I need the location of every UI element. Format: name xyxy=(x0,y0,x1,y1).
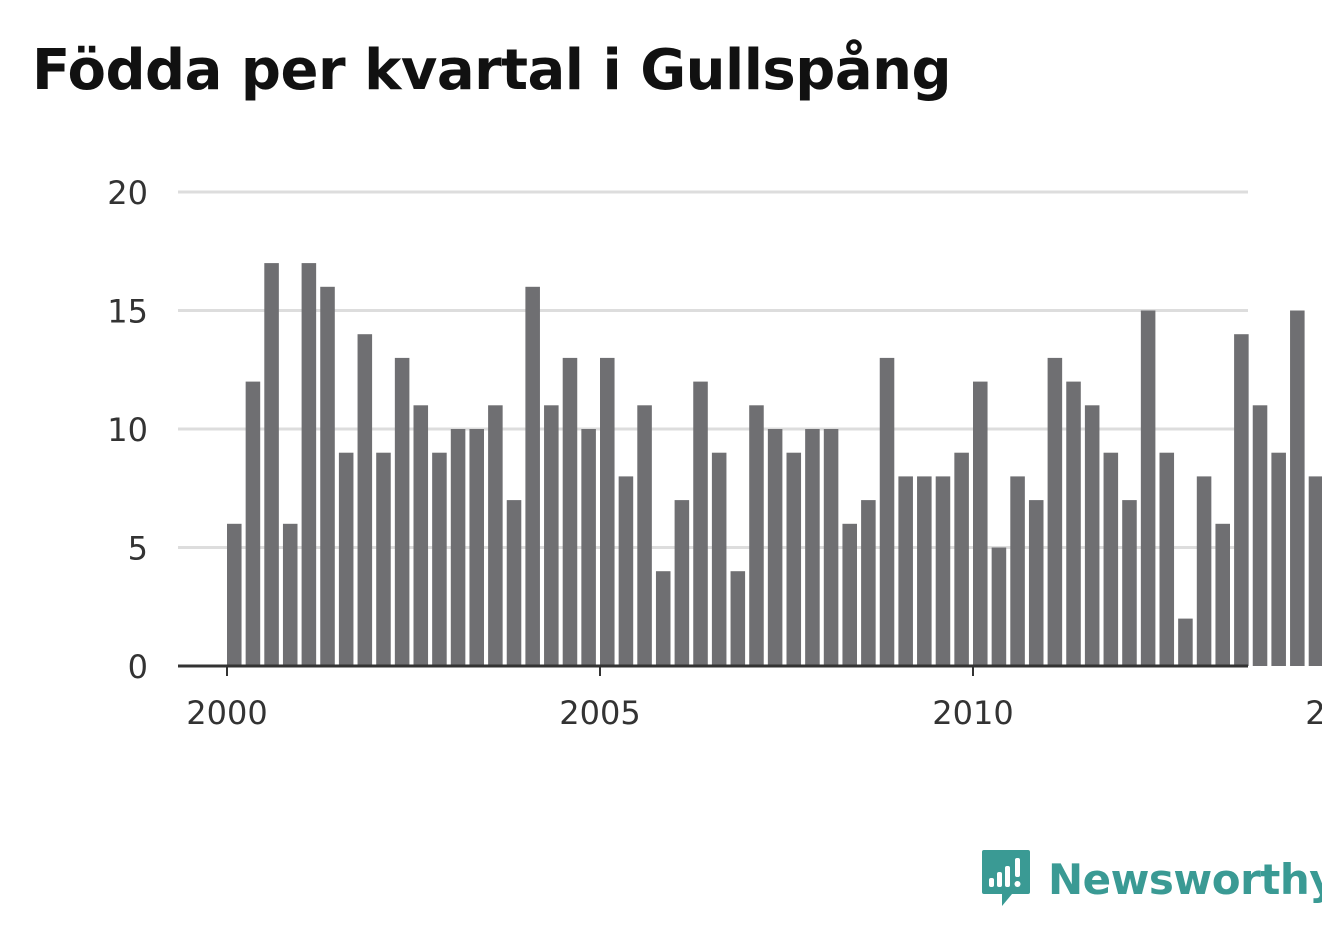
y-tick-label: 20 xyxy=(107,174,148,212)
y-tick-label: 0 xyxy=(128,648,148,686)
bar xyxy=(693,381,708,666)
bar xyxy=(1084,405,1100,666)
newsworthy-logo-icon xyxy=(982,850,1030,906)
bar xyxy=(1028,500,1044,666)
x-tick-label: 2015 xyxy=(1305,694,1322,732)
bar xyxy=(1178,618,1193,666)
bar xyxy=(432,452,447,666)
bar xyxy=(973,381,988,666)
bar xyxy=(1271,452,1286,666)
bar xyxy=(1066,381,1081,666)
bar xyxy=(674,500,690,666)
brand-name: Newsworthy xyxy=(1048,854,1322,904)
bar xyxy=(413,405,429,666)
bar xyxy=(581,429,596,666)
bar xyxy=(749,405,764,666)
bar xyxy=(562,357,578,666)
bar xyxy=(805,429,820,666)
y-tick-label: 5 xyxy=(128,530,148,568)
bar xyxy=(1215,523,1230,666)
bar xyxy=(711,452,727,666)
bar xyxy=(488,405,503,666)
bar xyxy=(1308,476,1322,666)
bar xyxy=(1010,476,1025,666)
bar xyxy=(767,429,783,666)
brand-logo: Newsworthy xyxy=(980,848,1322,910)
bar xyxy=(506,500,522,666)
bar xyxy=(954,452,969,666)
bar xyxy=(1290,310,1305,666)
bar xyxy=(600,357,615,666)
bar xyxy=(544,405,559,666)
bar xyxy=(786,452,802,666)
bar xyxy=(917,476,932,666)
bar xyxy=(264,263,279,666)
bar xyxy=(861,500,876,666)
bar xyxy=(1196,476,1212,666)
y-axis-ticks: 0 5 10 15 20 xyxy=(107,174,148,686)
bar xyxy=(618,476,634,666)
bar xyxy=(1159,452,1175,666)
bar xyxy=(655,571,671,666)
bar xyxy=(1252,405,1268,666)
bar xyxy=(879,357,895,666)
chart-title: Födda per kvartal i Gullspång xyxy=(32,38,952,103)
bar xyxy=(469,429,484,666)
bars xyxy=(227,263,1322,666)
bar xyxy=(1234,334,1249,666)
bar xyxy=(282,523,298,666)
x-tick-label: 2005 xyxy=(559,694,640,732)
bar xyxy=(525,286,540,666)
bar xyxy=(842,523,857,666)
bar xyxy=(1103,452,1119,666)
bar xyxy=(301,263,317,666)
bar xyxy=(730,571,746,666)
y-tick-label: 10 xyxy=(107,411,148,449)
bar xyxy=(357,334,373,666)
bar xyxy=(1140,310,1156,666)
bar xyxy=(898,476,913,666)
bar xyxy=(394,357,410,666)
x-tick-label: 2010 xyxy=(932,694,1013,732)
bar xyxy=(1047,357,1063,666)
bar xyxy=(245,381,261,666)
bar xyxy=(991,547,1007,666)
y-tick-label: 15 xyxy=(107,293,148,331)
x-tick-label: 2000 xyxy=(186,694,267,732)
bar xyxy=(1122,500,1137,666)
bar xyxy=(320,286,335,666)
x-axis-ticks: 200020052010201520202025 xyxy=(186,666,1322,732)
bar xyxy=(450,429,466,666)
bar xyxy=(823,429,839,666)
bar xyxy=(935,476,951,666)
bar xyxy=(637,405,652,666)
bar xyxy=(376,452,391,666)
bar xyxy=(227,523,242,666)
bar xyxy=(338,452,354,666)
